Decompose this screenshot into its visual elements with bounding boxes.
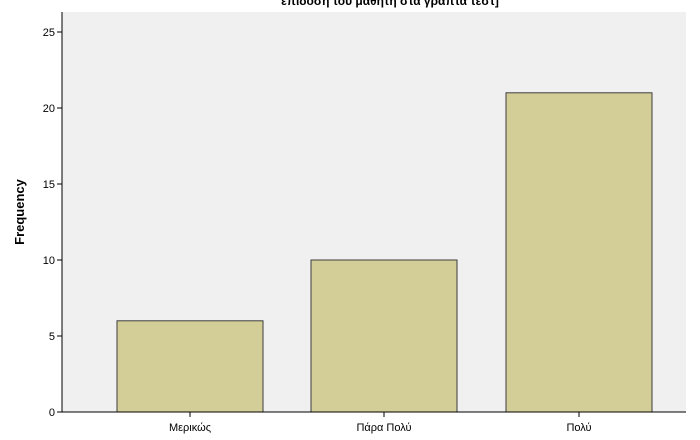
y-tick-label: 25 — [43, 27, 55, 39]
y-tick-label: 10 — [43, 255, 55, 267]
bar-2 — [310, 259, 458, 413]
y-tick-label: 15 — [43, 179, 55, 191]
bar-3 — [505, 92, 653, 413]
y-tick-label: 0 — [49, 407, 55, 419]
y-tick-label: 20 — [43, 103, 55, 115]
x-tick-label: Πάρα Πολύ — [356, 422, 411, 434]
chart-title: επίδοση του μαθητή στα γραπτά τεστ] — [281, 0, 499, 8]
y-ticks: 0 5 10 15 20 25 — [43, 27, 62, 419]
x-tick-label: Πολύ — [566, 422, 591, 434]
y-axis-label: Frequency — [12, 178, 27, 245]
x-tick-label: Μερικώς — [169, 422, 211, 434]
bars — [116, 92, 653, 413]
x-tick-labels: Μερικώς Πάρα Πολύ Πολύ — [169, 412, 592, 434]
y-tick-label: 5 — [49, 331, 55, 343]
bar-1 — [116, 320, 264, 413]
